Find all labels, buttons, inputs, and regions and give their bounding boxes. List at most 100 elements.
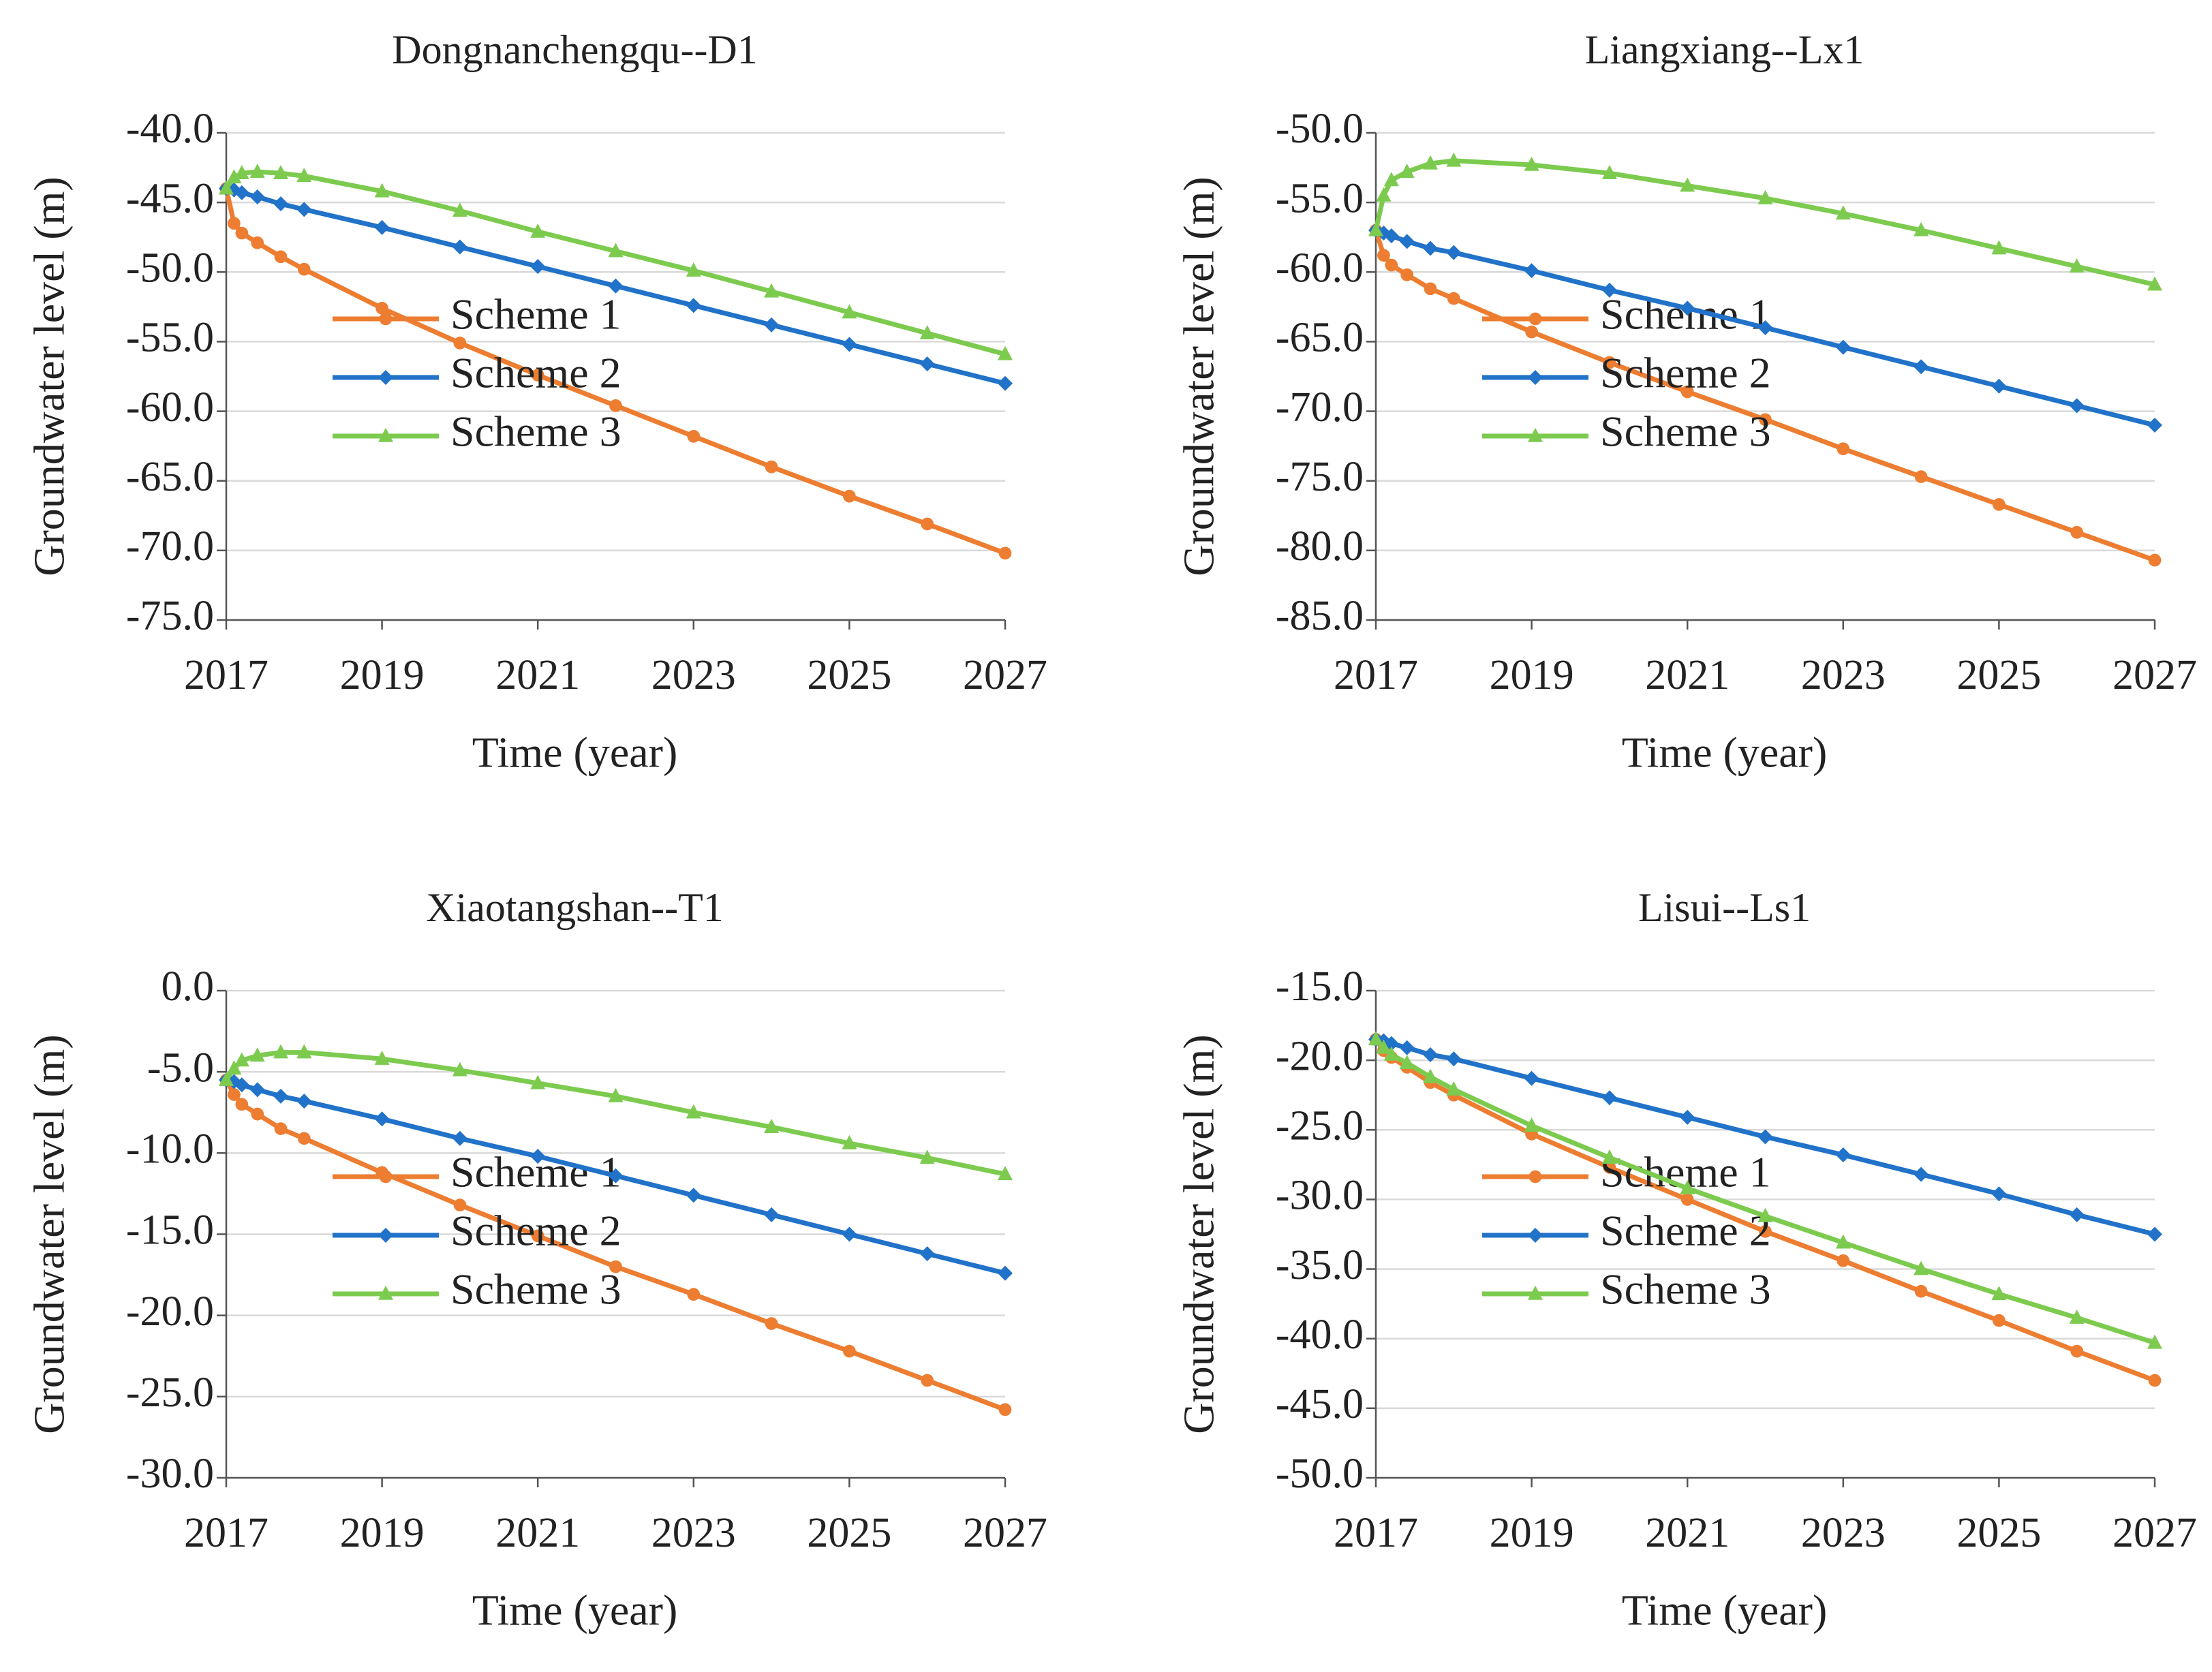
y-axis-label: Groundwater level (m) [25,176,74,576]
y-tick-label: -70.0 [1276,384,1364,431]
y-tick-label: -45.0 [1276,1381,1364,1427]
point [843,489,856,503]
y-tick-label: -35.0 [1276,1242,1364,1288]
point [235,1098,249,1111]
point [1680,1193,1694,1206]
point [1368,1031,1383,1046]
point [1680,1179,1695,1194]
y-tick-label: -20.0 [1276,1033,1364,1079]
point [375,302,388,315]
point [374,219,390,235]
point [531,369,544,382]
point [2069,258,2085,273]
point [251,236,264,249]
chart-panel: Dongnanchengqu--D1 -75.0 -70.0 -65.0 -60.0 -5… [25,27,1047,777]
point [1376,1039,1392,1054]
point [453,1198,467,1211]
x-tick-label: 2027 [963,1510,1047,1556]
point [1399,1055,1415,1070]
y-axis-label: Groundwater level (m) [25,1034,74,1434]
point [686,262,701,277]
point [1914,1284,1928,1298]
point [1914,1260,1929,1275]
point [764,317,780,332]
y-tick-label: -50.0 [126,245,214,292]
point [1837,442,1850,456]
y-tick-label: -70.0 [126,523,214,570]
point [374,183,390,198]
x-tick-label: 2017 [1334,652,1418,698]
point [2069,398,2085,414]
y-tick-label: -5.0 [147,1044,214,1091]
y-tick-label: -40.0 [126,106,214,152]
point [919,1246,935,1262]
point [998,1265,1013,1281]
point [1991,1286,2007,1301]
point [530,1149,546,1164]
x-tick-label: 2023 [651,652,736,698]
x-tick-label: 2027 [2113,652,2197,698]
point [2070,1344,2084,1358]
point [228,217,241,230]
point [919,1149,935,1164]
x-tick-label: 2017 [184,1510,268,1556]
x-tick-label: 2017 [1334,1510,1418,1556]
point [219,180,234,195]
legend-label: Scheme 2 [450,1207,621,1255]
legend-marker [1528,1285,1543,1300]
point [687,1288,701,1301]
point [1757,189,1773,204]
legend-marker [379,312,393,326]
chart-title: Liangxiang--Lx1 [1585,27,1864,72]
point [764,1119,780,1133]
point [2147,1334,2162,1349]
point [842,337,857,352]
y-tick-label: -65.0 [126,454,214,500]
y-tick-label: -25.0 [1276,1103,1364,1149]
point [374,1111,390,1127]
legend-marker [378,1228,393,1243]
legend-marker [378,370,393,385]
series-line [1373,158,2155,288]
x-tick-label: 2023 [651,1510,736,1556]
x-tick-label: 2019 [1490,1510,1574,1556]
legend-marker [1529,312,1542,326]
point [1601,1090,1617,1106]
y-tick-label: -30.0 [126,1451,214,1497]
x-tick-label: 2019 [1490,652,1574,698]
y-tick-label: 0.0 [162,963,215,1010]
point [228,1088,241,1101]
point [1423,1047,1439,1062]
legend-label: Scheme 2 [450,349,621,397]
point [764,283,780,298]
point [1603,1161,1616,1174]
point [1993,1314,2006,1327]
point [219,1071,234,1086]
point [1757,320,1773,335]
point [998,546,1012,560]
point [1399,164,1415,178]
x-tick-label: 2017 [184,652,268,698]
point [686,298,701,313]
point [842,304,857,319]
point [765,1317,778,1330]
y-tick-label: -60.0 [126,384,214,431]
point [234,185,249,200]
point [296,168,312,183]
chart-panel: Lisui--Ls1 -50.0 -45.0 -40.0 -35.0 -30.0 -25.0… [1175,885,2197,1635]
point [1446,1051,1462,1067]
y-tick-label: -30.0 [1276,1173,1364,1219]
point [1524,1070,1539,1086]
x-tick-label: 2025 [1956,652,2041,698]
point [273,1088,289,1104]
y-tick-label: -55.0 [126,315,214,361]
chart-panel: Xiaotangshan--T1 -30.0 -25.0 -20.0 -15.0 -10.… [25,885,1047,1635]
x-tick-label: 2023 [1801,652,1886,698]
legend-label: Scheme 3 [450,407,621,456]
point [1991,240,2007,255]
chart-panel: Liangxiang--Lx1 -85.0 -80.0 -75.0 -70.0 -65.0… [1175,27,2197,777]
point [1680,385,1694,399]
point [226,1060,242,1075]
point [1377,249,1390,262]
point [1603,356,1616,369]
